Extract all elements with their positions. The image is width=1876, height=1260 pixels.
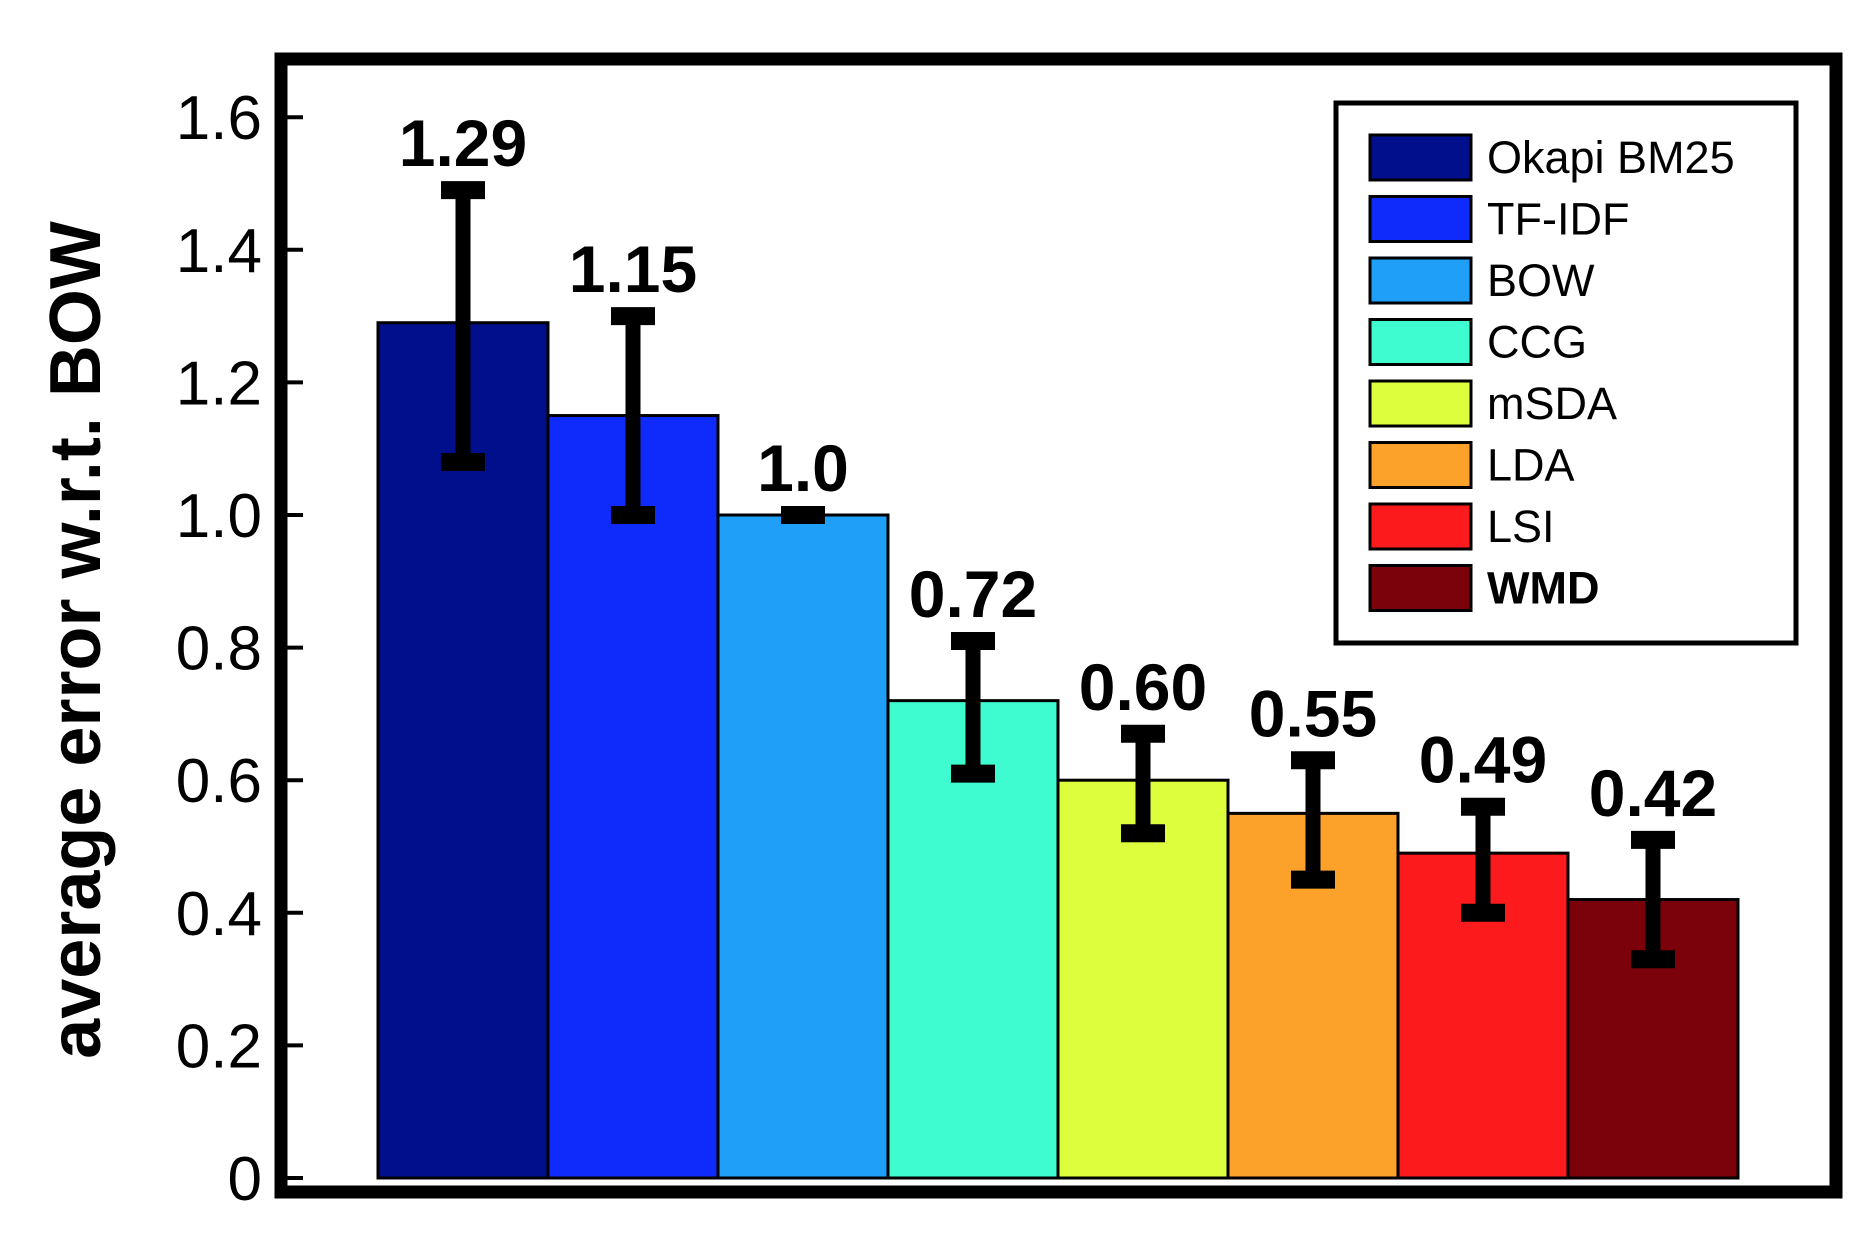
y-tick-label: 1.4 <box>176 217 262 286</box>
legend-items: Okapi BM25 TF-IDF BOW CCG mSDA LDA LSI WMD <box>1368 132 1735 614</box>
legend-item-lda: LDA <box>1368 440 1575 491</box>
y-axis-title: average error w.r.t. BOW <box>36 221 116 1059</box>
error-bar-wmd <box>1631 830 1675 969</box>
legend-swatch <box>1368 441 1473 489</box>
legend-item-msda: mSDA <box>1368 378 1617 429</box>
error-bar-tf-idf <box>611 307 655 524</box>
legend-item-tf-idf: TF-IDF <box>1368 194 1629 245</box>
legend-label: TF-IDF <box>1487 194 1629 245</box>
legend: Okapi BM25 TF-IDF BOW CCG mSDA LDA LSI WMD <box>1333 100 1799 646</box>
error-bar-lsi <box>1461 797 1505 922</box>
value-labels: 1.29 1.15 1.0 0.72 0.60 0.55 0.49 0.42 <box>399 106 1717 830</box>
bars <box>376 321 1740 1180</box>
legend-swatch <box>1368 195 1473 243</box>
legend-item-wmd: WMD <box>1368 563 1599 614</box>
legend-swatch <box>1368 318 1473 366</box>
legend-label: LSI <box>1487 501 1555 552</box>
legend-label: CCG <box>1487 317 1587 368</box>
value-label-lda: 0.55 <box>1249 676 1377 750</box>
legend-label: WMD <box>1487 563 1599 614</box>
error-bar-lda <box>1291 751 1335 889</box>
y-tick-label: 0.4 <box>176 880 262 949</box>
value-label-lsi: 0.49 <box>1419 723 1547 797</box>
value-label-ccg: 0.72 <box>909 557 1037 631</box>
legend-item-lsi: LSI <box>1368 501 1555 552</box>
bar-tf-idf <box>546 414 720 1180</box>
legend-item-okapi-bm25: Okapi BM25 <box>1368 132 1735 183</box>
error-bars <box>441 181 1675 969</box>
legend-item-bow: BOW <box>1368 255 1595 306</box>
y-tick-label: 0.6 <box>176 747 262 816</box>
y-tick-label: 1.0 <box>176 482 262 551</box>
error-bar-msda <box>1121 724 1165 843</box>
value-label-bow: 1.0 <box>757 431 849 505</box>
y-tick-label: 0.8 <box>176 615 262 684</box>
value-label-wmd: 0.42 <box>1589 756 1717 830</box>
legend-swatch <box>1368 564 1473 612</box>
bar-wmd <box>1566 898 1740 1180</box>
legend-label: BOW <box>1487 255 1595 306</box>
error-bar-ccg <box>951 631 995 783</box>
value-label-okapi-bm25: 1.29 <box>399 106 527 180</box>
bar-msda <box>1056 778 1230 1180</box>
legend-swatch <box>1368 379 1473 428</box>
y-axis: 0 0.2 0.4 0.6 0.8 1.0 1.2 1.4 1.6 <box>176 84 303 1214</box>
error-bar-okapi-bm25 <box>441 181 485 471</box>
legend-item-ccg: CCG <box>1368 317 1587 368</box>
y-tick-label: 1.6 <box>176 84 262 153</box>
legend-label: Okapi BM25 <box>1487 132 1735 183</box>
legend-swatch <box>1368 256 1473 305</box>
value-label-msda: 0.60 <box>1079 650 1207 724</box>
legend-swatch <box>1368 133 1473 182</box>
legend-box <box>1333 100 1799 646</box>
value-label-tf-idf: 1.15 <box>569 232 697 306</box>
bar-bow <box>716 513 890 1180</box>
y-tick-label: 0 <box>228 1145 262 1214</box>
y-tick-label: 1.2 <box>176 349 262 418</box>
legend-label: mSDA <box>1487 378 1617 429</box>
legend-label: LDA <box>1487 440 1575 491</box>
legend-swatch <box>1368 502 1473 551</box>
y-tick-label: 0.2 <box>176 1012 262 1081</box>
